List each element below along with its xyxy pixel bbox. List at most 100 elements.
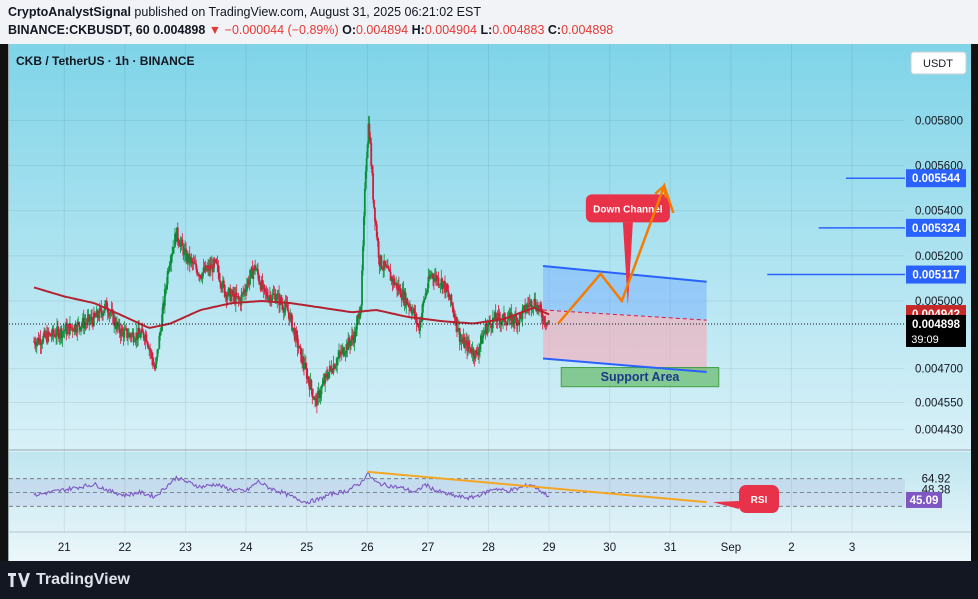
candle-body <box>320 386 323 395</box>
candle-body <box>383 260 386 270</box>
candle-body <box>171 253 174 257</box>
candle-body <box>516 320 519 326</box>
candle-body <box>128 333 130 337</box>
candle-body <box>449 294 452 300</box>
candle-body <box>288 312 291 321</box>
candle-body <box>411 309 414 314</box>
candle-body <box>267 296 269 301</box>
candle-body <box>399 288 402 298</box>
candle-body <box>497 312 500 315</box>
rsi-value-label: 45.09 <box>910 495 939 507</box>
candle-body <box>173 247 175 249</box>
candle-body <box>384 260 386 267</box>
candle-body <box>395 282 398 285</box>
candle-body <box>158 335 161 349</box>
candle-body <box>238 298 241 300</box>
candle-body <box>345 344 348 353</box>
candle-body <box>209 264 211 271</box>
candle-body <box>247 280 250 284</box>
candle-body <box>44 331 46 337</box>
candle-body <box>310 380 313 390</box>
candle-body <box>297 347 300 349</box>
candle-body <box>396 282 398 290</box>
author-name[interactable]: CryptoAnalystSignal <box>8 5 131 19</box>
candle-body <box>85 322 88 324</box>
candle-body <box>323 380 326 384</box>
candle-body <box>178 244 181 247</box>
candle-body <box>87 314 90 318</box>
candle-body <box>174 233 176 248</box>
support-area-label: Support Area <box>601 370 681 384</box>
candle-body <box>406 298 409 305</box>
candle-body <box>462 337 465 343</box>
tradingview-logo[interactable]: TradingView <box>8 571 130 589</box>
candle-body <box>472 348 475 357</box>
candle-body <box>230 294 233 301</box>
channel-mid-line <box>543 309 707 321</box>
candle-body <box>176 227 179 241</box>
open-value: 0.004894 <box>356 23 409 37</box>
candle-body <box>137 328 140 340</box>
candle-body <box>404 291 407 306</box>
candle-body <box>289 314 292 321</box>
rsi-callout-pointer <box>712 501 739 509</box>
candle-body <box>529 300 532 303</box>
candle-body <box>390 277 393 281</box>
candle-body <box>501 320 504 322</box>
candle-body <box>331 371 334 373</box>
candle-body <box>52 328 55 335</box>
candle-body <box>433 277 436 282</box>
candle-body <box>392 278 395 283</box>
candle-body <box>105 300 108 310</box>
candle-body <box>161 314 163 331</box>
candle-body <box>140 328 143 334</box>
candle-body <box>519 313 522 315</box>
x-tick-label: 23 <box>179 542 192 554</box>
candle-body <box>419 321 421 331</box>
candle-body <box>296 335 299 348</box>
candle-body <box>494 312 497 320</box>
price-chart-svg[interactable]: Support Area Down Channel 0.005544 0.005324… <box>9 44 971 561</box>
candle-body <box>255 269 257 271</box>
rsi-callout <box>739 485 779 513</box>
candle-body <box>443 281 445 282</box>
candle-body <box>461 341 464 343</box>
candle-body <box>261 279 264 290</box>
candle-body <box>370 143 373 167</box>
candle-body <box>543 316 546 324</box>
currency-button[interactable]: USDT <box>910 51 967 75</box>
candle-body <box>64 324 67 331</box>
candle-body <box>74 324 77 332</box>
candle-body <box>493 312 496 319</box>
candle-body <box>409 306 411 308</box>
candle-body <box>250 267 253 270</box>
candle-body <box>78 322 81 327</box>
x-tick-label: 29 <box>543 542 556 554</box>
candle-body <box>410 310 413 314</box>
candle-body <box>287 310 290 313</box>
chart-area[interactable]: Support Area Down Channel 0.005544 0.005324… <box>8 44 971 561</box>
candle-body <box>318 390 321 398</box>
target-price-label: 0.005324 <box>912 223 961 235</box>
x-tick-label: 22 <box>119 542 132 554</box>
candle-body <box>379 255 382 267</box>
candle-body <box>123 329 126 338</box>
candle-body <box>457 328 460 332</box>
candle-body <box>431 274 433 276</box>
candle-body <box>63 330 66 332</box>
candle-body <box>92 312 95 326</box>
candle-body <box>124 328 127 330</box>
candle-body <box>49 333 52 337</box>
candle-body <box>40 343 43 346</box>
candle-body <box>116 322 118 330</box>
candle-body <box>351 335 353 341</box>
candle-body <box>491 317 494 328</box>
moving-average-line <box>33 286 550 329</box>
candle-body <box>480 335 482 345</box>
candle-body <box>258 281 261 285</box>
x-tick-label: 2 <box>788 542 794 554</box>
candle-body <box>381 267 384 270</box>
current-price-tag <box>906 314 966 347</box>
candle-body <box>45 333 47 337</box>
candle-body <box>448 296 451 300</box>
